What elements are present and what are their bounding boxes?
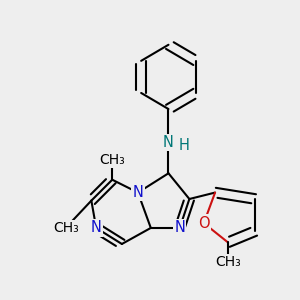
Text: H: H xyxy=(179,139,190,154)
Text: N: N xyxy=(174,220,185,236)
Text: CH₃: CH₃ xyxy=(215,255,241,269)
Text: N: N xyxy=(163,135,174,150)
Text: CH₃: CH₃ xyxy=(53,221,79,235)
Text: N: N xyxy=(91,220,102,236)
Text: CH₃: CH₃ xyxy=(99,153,125,167)
Text: N: N xyxy=(133,185,143,200)
Text: O: O xyxy=(198,216,210,231)
